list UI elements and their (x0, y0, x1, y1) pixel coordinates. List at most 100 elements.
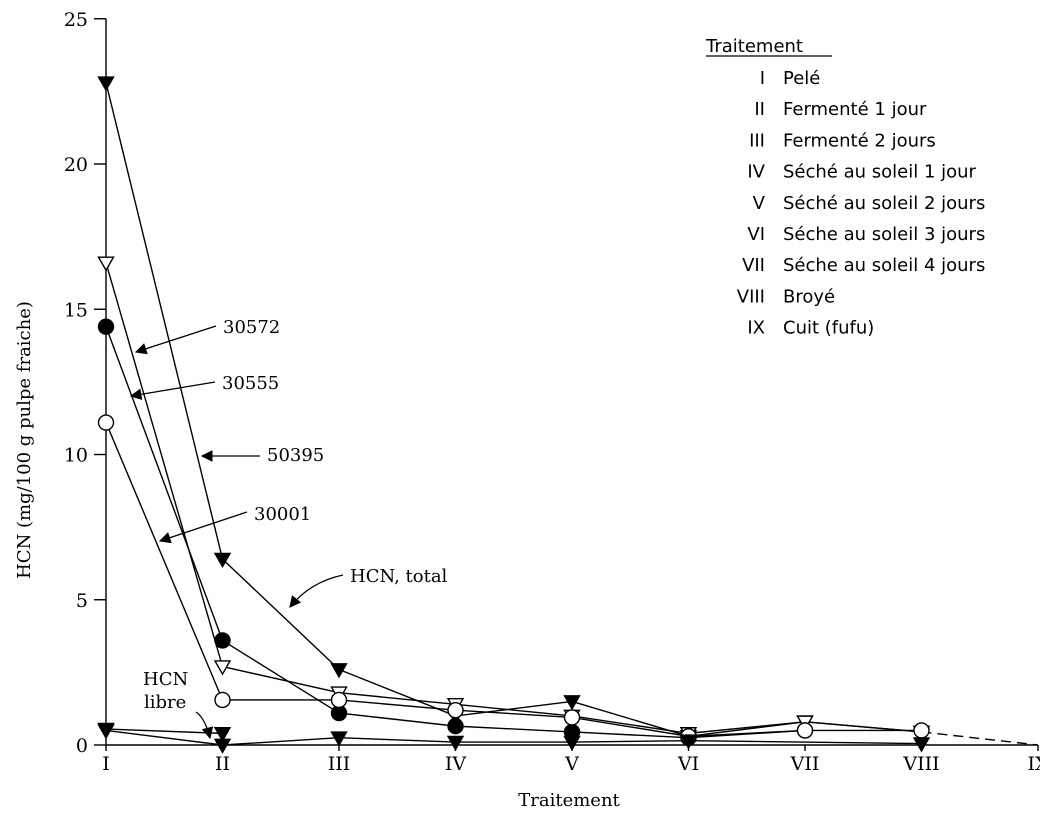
x-tick-label: IV (445, 753, 467, 775)
series-segment (105, 422, 224, 701)
series-segment (455, 703, 573, 717)
y-tick-label: 15 (64, 299, 88, 321)
y-axis-title: HCN (mg/100 g pulpe fraiche) (14, 301, 35, 579)
legend-item-label: Fermenté 1 jour (783, 99, 927, 120)
legend-items: I Pelé II Fermenté 1 jour III Fermenté 2 jour… (737, 68, 986, 339)
legend-item-label: Séche au soleil 3 jours (783, 224, 985, 245)
legend-item-code: IX (747, 318, 765, 339)
data-point (912, 737, 931, 753)
series-segment (222, 737, 340, 746)
series-segment (571, 715, 689, 735)
data-point (214, 691, 231, 709)
data-point (97, 722, 115, 738)
data-point (447, 717, 464, 735)
series-hcn-libre (97, 724, 931, 754)
series-segment (571, 731, 689, 739)
legend: Traitement I Pelé II Fermenté 1 jour III Ferm… (705, 36, 985, 339)
legend-item: VII Séche au soleil 4 jours (742, 255, 985, 276)
data-point (214, 632, 231, 649)
y-tick-label: 25 (64, 9, 88, 31)
arrow-hcn-total (289, 574, 344, 608)
arrow-30555 (129, 381, 216, 401)
data-point (330, 691, 348, 709)
series-50395 (97, 414, 930, 745)
x-tick-label: II (215, 753, 230, 775)
data-point (447, 701, 464, 719)
legend-item-code: II (754, 99, 765, 120)
series-segment (455, 725, 573, 733)
legend-item: V Séché au soleil 2 jours (753, 193, 986, 214)
legend-item-label: Séche au soleil 4 jours (783, 255, 985, 276)
data-point (213, 660, 232, 676)
data-point (563, 735, 581, 752)
legend-item: IV Séché au soleil 1 jour (747, 162, 976, 183)
legend-item-code: VII (742, 255, 765, 276)
y-tick-label: 20 (64, 154, 88, 176)
x-tick-label: V (564, 753, 579, 775)
data-point (213, 552, 232, 568)
legend-item-code: VIII (737, 286, 765, 307)
series-segment (571, 739, 689, 743)
data-point (563, 709, 581, 726)
series-segment (105, 262, 224, 667)
legend-item: VI Séche au soleil 3 jours (747, 224, 985, 245)
y-tick-label: 5 (76, 590, 88, 612)
legend-item: VIII Broyé (737, 286, 835, 307)
axes: 0510152025IIIIIIIVVVIVIIVIIIIX (64, 9, 1040, 775)
x-axis-title: Traitement (518, 790, 620, 811)
series-segment (688, 739, 922, 745)
series-segment (688, 721, 806, 735)
legend-item-label: Séché au soleil 1 jour (783, 162, 977, 183)
annotation-hcn-total: HCN, total (350, 566, 448, 587)
data-point (97, 414, 115, 431)
series-segment (921, 731, 1039, 746)
annotation-30572: 30572 (223, 317, 280, 338)
x-tick-label: III (328, 753, 351, 775)
y-tick-label: 0 (76, 735, 88, 757)
legend-item: IX Cuit (fufu) (747, 318, 874, 339)
series-segment (455, 700, 573, 717)
x-tick-label: VII (790, 753, 820, 775)
data-point (97, 256, 115, 272)
annotation-50395: 50395 (267, 445, 324, 466)
series-segment (222, 665, 340, 694)
legend-item-code: VI (747, 224, 765, 245)
data-point (679, 734, 698, 750)
series-segment (222, 639, 340, 714)
annotation-layer: 30572 30555 50395 30001 HCN, total HCN l… (129, 317, 448, 740)
x-tick-label: I (102, 753, 110, 775)
data-point (563, 695, 581, 711)
legend-item: II Fermenté 1 jour (754, 99, 927, 120)
y-tick-label: 10 (64, 445, 88, 467)
arrow-hcn-libre (195, 711, 214, 740)
series-segment (338, 699, 456, 711)
annotation-30555: 30555 (222, 373, 279, 394)
series-segment (338, 712, 456, 727)
series-segment (105, 82, 224, 560)
legend-item: III Fermenté 2 jours (749, 130, 936, 151)
series-segment (105, 729, 223, 746)
x-tick-label: IX (1027, 753, 1040, 775)
arrow-30572 (134, 325, 217, 355)
series-segment (105, 326, 224, 641)
series-segment (688, 729, 806, 737)
data-point (796, 722, 814, 739)
series-segment (338, 737, 456, 743)
legend-item: I Pelé (760, 68, 821, 89)
legend-item-label: Pelé (783, 68, 820, 89)
legend-item-code: V (753, 193, 766, 214)
legend-item-code: I (760, 68, 765, 89)
arrow-30001 (158, 511, 248, 544)
annotation-hcn-libre-line2: libre (144, 692, 186, 713)
data-point (97, 76, 115, 92)
data-point (913, 722, 930, 739)
data-point (97, 318, 115, 335)
x-tick-label: VIII (902, 753, 939, 775)
legend-item-label: Fermenté 2 jours (783, 130, 936, 151)
series-layer (97, 76, 1039, 754)
data-point (330, 663, 348, 679)
legend-item-label: Cuit (fufu) (783, 318, 874, 339)
annotation-30001: 30001 (254, 504, 311, 525)
data-point (446, 735, 465, 752)
